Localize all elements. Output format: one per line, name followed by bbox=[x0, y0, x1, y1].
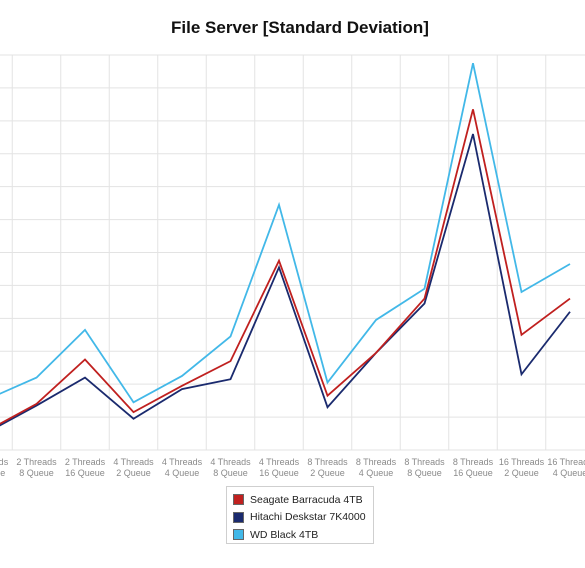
legend-swatch-hitachi bbox=[233, 511, 244, 523]
legend-item: WD Black 4TB bbox=[233, 526, 373, 544]
x-tick-label: 2 Threads 8 Queue bbox=[16, 457, 57, 478]
series-line-seagate bbox=[0, 109, 571, 425]
series-line-hitachi bbox=[0, 133, 571, 427]
legend: Seagate Barracuda 4TB Hitachi Deskstar 7… bbox=[226, 486, 374, 544]
x-tick-label: 16 Threads 2 Queue bbox=[499, 457, 545, 478]
legend-label-wd: WD Black 4TB bbox=[250, 528, 319, 541]
legend-label-seagate: Seagate Barracuda 4TB bbox=[250, 493, 363, 506]
x-tick-label: 8 Threads 16 Queue bbox=[453, 457, 494, 478]
grid-layer bbox=[0, 54, 585, 451]
legend-item: Seagate Barracuda 4TB bbox=[233, 491, 373, 509]
x-tick-label: 8 Threads 8 Queue bbox=[404, 457, 445, 478]
series-layer bbox=[0, 63, 571, 427]
x-tick-label: 4 Threads 2 Queue bbox=[113, 457, 154, 478]
x-tick-label: 8 Threads 2 Queue bbox=[307, 457, 348, 478]
x-tick-label: 4 Threads 4 Queue bbox=[162, 457, 203, 478]
x-tick-label: 4 Threads 8 Queue bbox=[210, 457, 251, 478]
legend-item: Hitachi Deskstar 7K4000 bbox=[233, 509, 373, 527]
legend-swatch-seagate bbox=[233, 494, 244, 506]
x-tick-label: 2 Threads 16 Queue bbox=[65, 457, 106, 478]
chart-title: File Server [Standard Deviation] bbox=[171, 18, 429, 37]
legend-label-hitachi: Hitachi Deskstar 7K4000 bbox=[250, 511, 366, 524]
x-tick-label: 4 Threads 16 Queue bbox=[259, 457, 300, 478]
legend-swatch-wd bbox=[233, 529, 244, 541]
x-tick-label: 8 Threads 4 Queue bbox=[356, 457, 397, 478]
series-line-wd bbox=[0, 63, 571, 404]
